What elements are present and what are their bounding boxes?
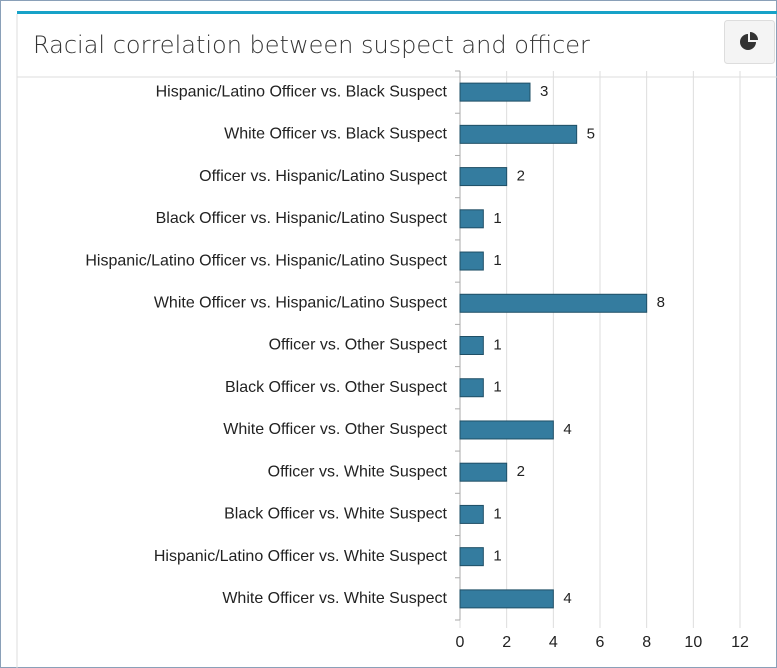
data-label: 8 <box>657 294 665 311</box>
bar <box>459 504 484 524</box>
y-tick-label: Hispanic/Latino Officer vs. Hispanic/Lat… <box>85 252 447 269</box>
y-tick-label: Officer vs. White Suspect <box>268 463 448 480</box>
data-label: 4 <box>563 590 571 607</box>
bar <box>459 251 484 271</box>
bar <box>459 124 578 144</box>
x-tick-label: 8 <box>642 634 651 651</box>
x-tick-label: 0 <box>456 634 465 651</box>
bar <box>459 82 531 102</box>
bar <box>459 336 484 355</box>
data-label: 2 <box>517 168 525 185</box>
y-tick-label: Hispanic/Latino Officer vs. Black Suspec… <box>156 83 448 100</box>
x-tick-label: 6 <box>596 634 605 651</box>
pie-icon <box>740 34 756 50</box>
y-tick-label: White Officer vs. Black Suspect <box>224 126 447 143</box>
bar <box>459 293 648 313</box>
data-label: 1 <box>493 505 501 522</box>
x-tick-label: 10 <box>684 634 702 651</box>
chart-type-button[interactable] <box>724 20 775 64</box>
data-label: 1 <box>493 379 501 396</box>
panel-top-border <box>17 11 777 14</box>
data-label: 4 <box>563 421 571 438</box>
data-label: 1 <box>493 336 501 353</box>
bar <box>459 420 554 440</box>
y-tick-label: Officer vs. Hispanic/Latino Suspect <box>199 168 447 185</box>
y-tick-label: Black Officer vs. Other Suspect <box>225 379 448 396</box>
data-label: 5 <box>587 125 595 142</box>
x-tick-label: 2 <box>502 634 511 651</box>
y-tick-label: White Officer vs. White Suspect <box>222 590 447 607</box>
x-tick-label: 12 <box>731 634 749 651</box>
y-tick-label: White Officer vs. Other Suspect <box>223 421 447 438</box>
y-tick-label: White Officer vs. Hispanic/Latino Suspec… <box>154 294 448 311</box>
bar <box>459 589 554 609</box>
data-label: 2 <box>517 463 525 480</box>
data-label: 1 <box>493 252 501 269</box>
pie-icon-slice <box>750 32 758 40</box>
data-label: 1 <box>493 548 501 565</box>
y-tick-label: Officer vs. Other Suspect <box>269 337 448 354</box>
y-tick-label: Black Officer vs. Hispanic/Latino Suspec… <box>156 210 448 227</box>
y-tick-label: Black Officer vs. White Suspect <box>224 506 447 523</box>
bar <box>459 378 484 398</box>
y-tick-label: Hispanic/Latino Officer vs. White Suspec… <box>154 548 448 565</box>
x-tick-label: 4 <box>549 634 558 651</box>
bar <box>459 547 484 567</box>
chart-title: Racial correlation between suspect and o… <box>33 31 590 59</box>
bar <box>459 167 508 187</box>
data-label: 3 <box>540 83 548 100</box>
bar <box>459 209 484 229</box>
bar <box>459 462 508 482</box>
data-label: 1 <box>493 210 501 227</box>
